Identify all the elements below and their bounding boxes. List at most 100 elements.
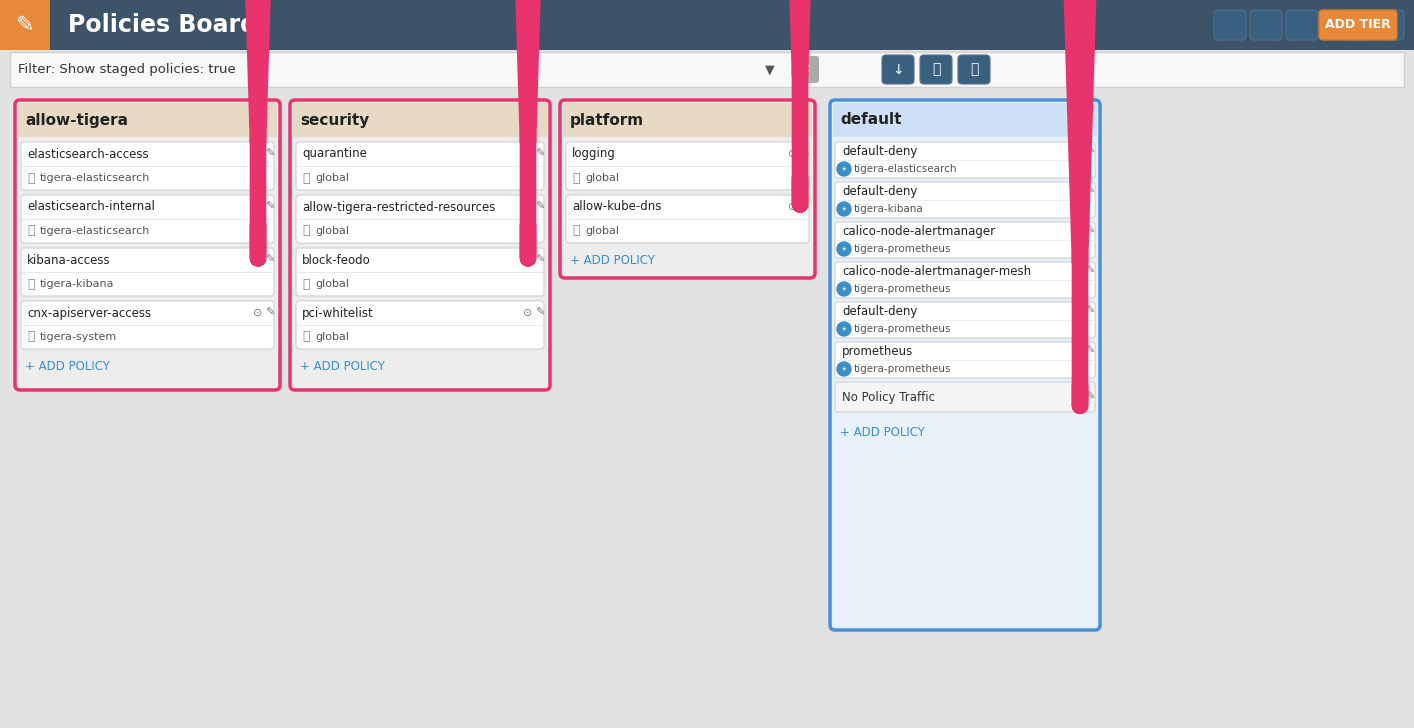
FancyBboxPatch shape	[1250, 10, 1282, 40]
Text: logging: logging	[573, 148, 617, 160]
FancyBboxPatch shape	[882, 55, 913, 84]
FancyBboxPatch shape	[0, 0, 49, 50]
Text: tigera-kibana: tigera-kibana	[854, 204, 923, 214]
Text: ✎: ✎	[1086, 346, 1094, 356]
Text: ⊙: ⊙	[253, 202, 263, 212]
Text: 🗀: 🗀	[573, 172, 580, 184]
Text: global: global	[315, 279, 349, 289]
FancyBboxPatch shape	[1215, 10, 1246, 40]
Text: prometheus: prometheus	[841, 344, 913, 357]
FancyBboxPatch shape	[1376, 10, 1404, 40]
Text: ⊙: ⊙	[789, 202, 797, 212]
FancyBboxPatch shape	[21, 195, 274, 243]
Text: ✎: ✎	[16, 15, 34, 35]
Text: ✎: ✎	[1086, 306, 1094, 316]
Text: ✎: ✎	[536, 255, 544, 265]
Text: global: global	[585, 226, 619, 236]
Text: tigera-prometheus: tigera-prometheus	[854, 324, 952, 334]
FancyBboxPatch shape	[566, 195, 809, 243]
FancyBboxPatch shape	[296, 248, 544, 296]
Text: Policies Board: Policies Board	[68, 13, 257, 37]
Text: 🗀: 🗀	[27, 277, 34, 290]
Text: tigera-elasticsearch: tigera-elasticsearch	[854, 164, 957, 174]
Text: ✎: ✎	[800, 202, 810, 212]
FancyBboxPatch shape	[921, 55, 952, 84]
Text: default-deny: default-deny	[841, 184, 918, 197]
Text: ✎: ✎	[266, 149, 274, 159]
Text: ⊙: ⊙	[523, 202, 533, 212]
Text: + ADD POLICY: + ADD POLICY	[25, 360, 110, 373]
FancyBboxPatch shape	[836, 142, 1094, 178]
FancyBboxPatch shape	[296, 301, 544, 349]
Text: 🗀: 🗀	[303, 331, 310, 344]
Circle shape	[837, 242, 851, 256]
Text: ✎: ✎	[1086, 186, 1094, 196]
Text: allow-tigera-restricted-resources: allow-tigera-restricted-resources	[303, 200, 495, 213]
FancyBboxPatch shape	[1285, 10, 1318, 40]
Circle shape	[837, 202, 851, 216]
Text: ✎: ✎	[266, 202, 274, 212]
Text: ⊙: ⊙	[523, 308, 533, 318]
Text: 🗀: 🗀	[27, 224, 34, 237]
FancyBboxPatch shape	[0, 0, 1414, 50]
Text: 🗀: 🗀	[303, 277, 310, 290]
Text: elasticsearch-access: elasticsearch-access	[27, 148, 148, 160]
Text: allow-tigera: allow-tigera	[25, 113, 129, 127]
Text: ⋮: ⋮	[527, 110, 544, 128]
FancyBboxPatch shape	[21, 142, 274, 190]
FancyBboxPatch shape	[563, 103, 812, 137]
FancyBboxPatch shape	[296, 142, 544, 190]
Text: ⊙: ⊙	[523, 255, 533, 265]
Text: global: global	[315, 332, 349, 342]
FancyBboxPatch shape	[959, 55, 990, 84]
FancyBboxPatch shape	[566, 142, 809, 190]
Text: security: security	[300, 113, 369, 127]
Text: ✎: ✎	[536, 308, 544, 318]
Text: 🗀: 🗀	[303, 172, 310, 184]
Text: ✦: ✦	[841, 167, 847, 172]
FancyBboxPatch shape	[836, 342, 1094, 378]
FancyBboxPatch shape	[836, 302, 1094, 338]
Text: ✎: ✎	[1086, 266, 1094, 276]
FancyBboxPatch shape	[836, 182, 1094, 218]
Text: allow-kube-dns: allow-kube-dns	[573, 200, 662, 213]
Text: No Policy Traffic: No Policy Traffic	[841, 390, 935, 403]
FancyBboxPatch shape	[836, 382, 1094, 412]
Text: tigera-prometheus: tigera-prometheus	[854, 364, 952, 374]
FancyBboxPatch shape	[1319, 10, 1397, 40]
FancyBboxPatch shape	[293, 103, 547, 137]
Text: ⊙: ⊙	[1073, 266, 1083, 276]
Text: default-deny: default-deny	[841, 304, 918, 317]
Text: ⋮: ⋮	[1077, 110, 1094, 128]
Text: 🗀: 🗀	[573, 224, 580, 237]
FancyBboxPatch shape	[16, 100, 280, 390]
Text: ✎: ✎	[1086, 392, 1094, 402]
Text: ⊙: ⊙	[1073, 146, 1083, 156]
FancyBboxPatch shape	[836, 262, 1094, 298]
Text: tigera-kibana: tigera-kibana	[40, 279, 115, 289]
Text: quarantine: quarantine	[303, 148, 366, 160]
Text: ADD TIER: ADD TIER	[1325, 18, 1391, 31]
Text: ⊙: ⊙	[789, 149, 797, 159]
Text: ⊙: ⊙	[523, 149, 533, 159]
FancyBboxPatch shape	[833, 103, 1097, 137]
Text: + ADD POLICY: + ADD POLICY	[570, 253, 655, 266]
Text: 🗀: 🗀	[303, 224, 310, 237]
Text: ⊙: ⊙	[253, 255, 263, 265]
Text: ✎: ✎	[536, 149, 544, 159]
Text: tigera-system: tigera-system	[40, 332, 117, 342]
Text: ✎: ✎	[1086, 226, 1094, 236]
Text: tigera-prometheus: tigera-prometheus	[854, 244, 952, 254]
Text: ✎: ✎	[800, 149, 810, 159]
Text: tigera-elasticsearch: tigera-elasticsearch	[40, 173, 150, 183]
Text: ↓: ↓	[892, 63, 904, 76]
Text: tigera-elasticsearch: tigera-elasticsearch	[40, 226, 150, 236]
FancyBboxPatch shape	[21, 301, 274, 349]
Text: tigera-prometheus: tigera-prometheus	[854, 284, 952, 294]
FancyBboxPatch shape	[836, 222, 1094, 258]
Text: ⊙: ⊙	[1073, 226, 1083, 236]
Text: 🗀: 🗀	[27, 331, 34, 344]
Text: ✦: ✦	[841, 207, 847, 212]
Text: global: global	[585, 173, 619, 183]
FancyBboxPatch shape	[1343, 10, 1372, 40]
